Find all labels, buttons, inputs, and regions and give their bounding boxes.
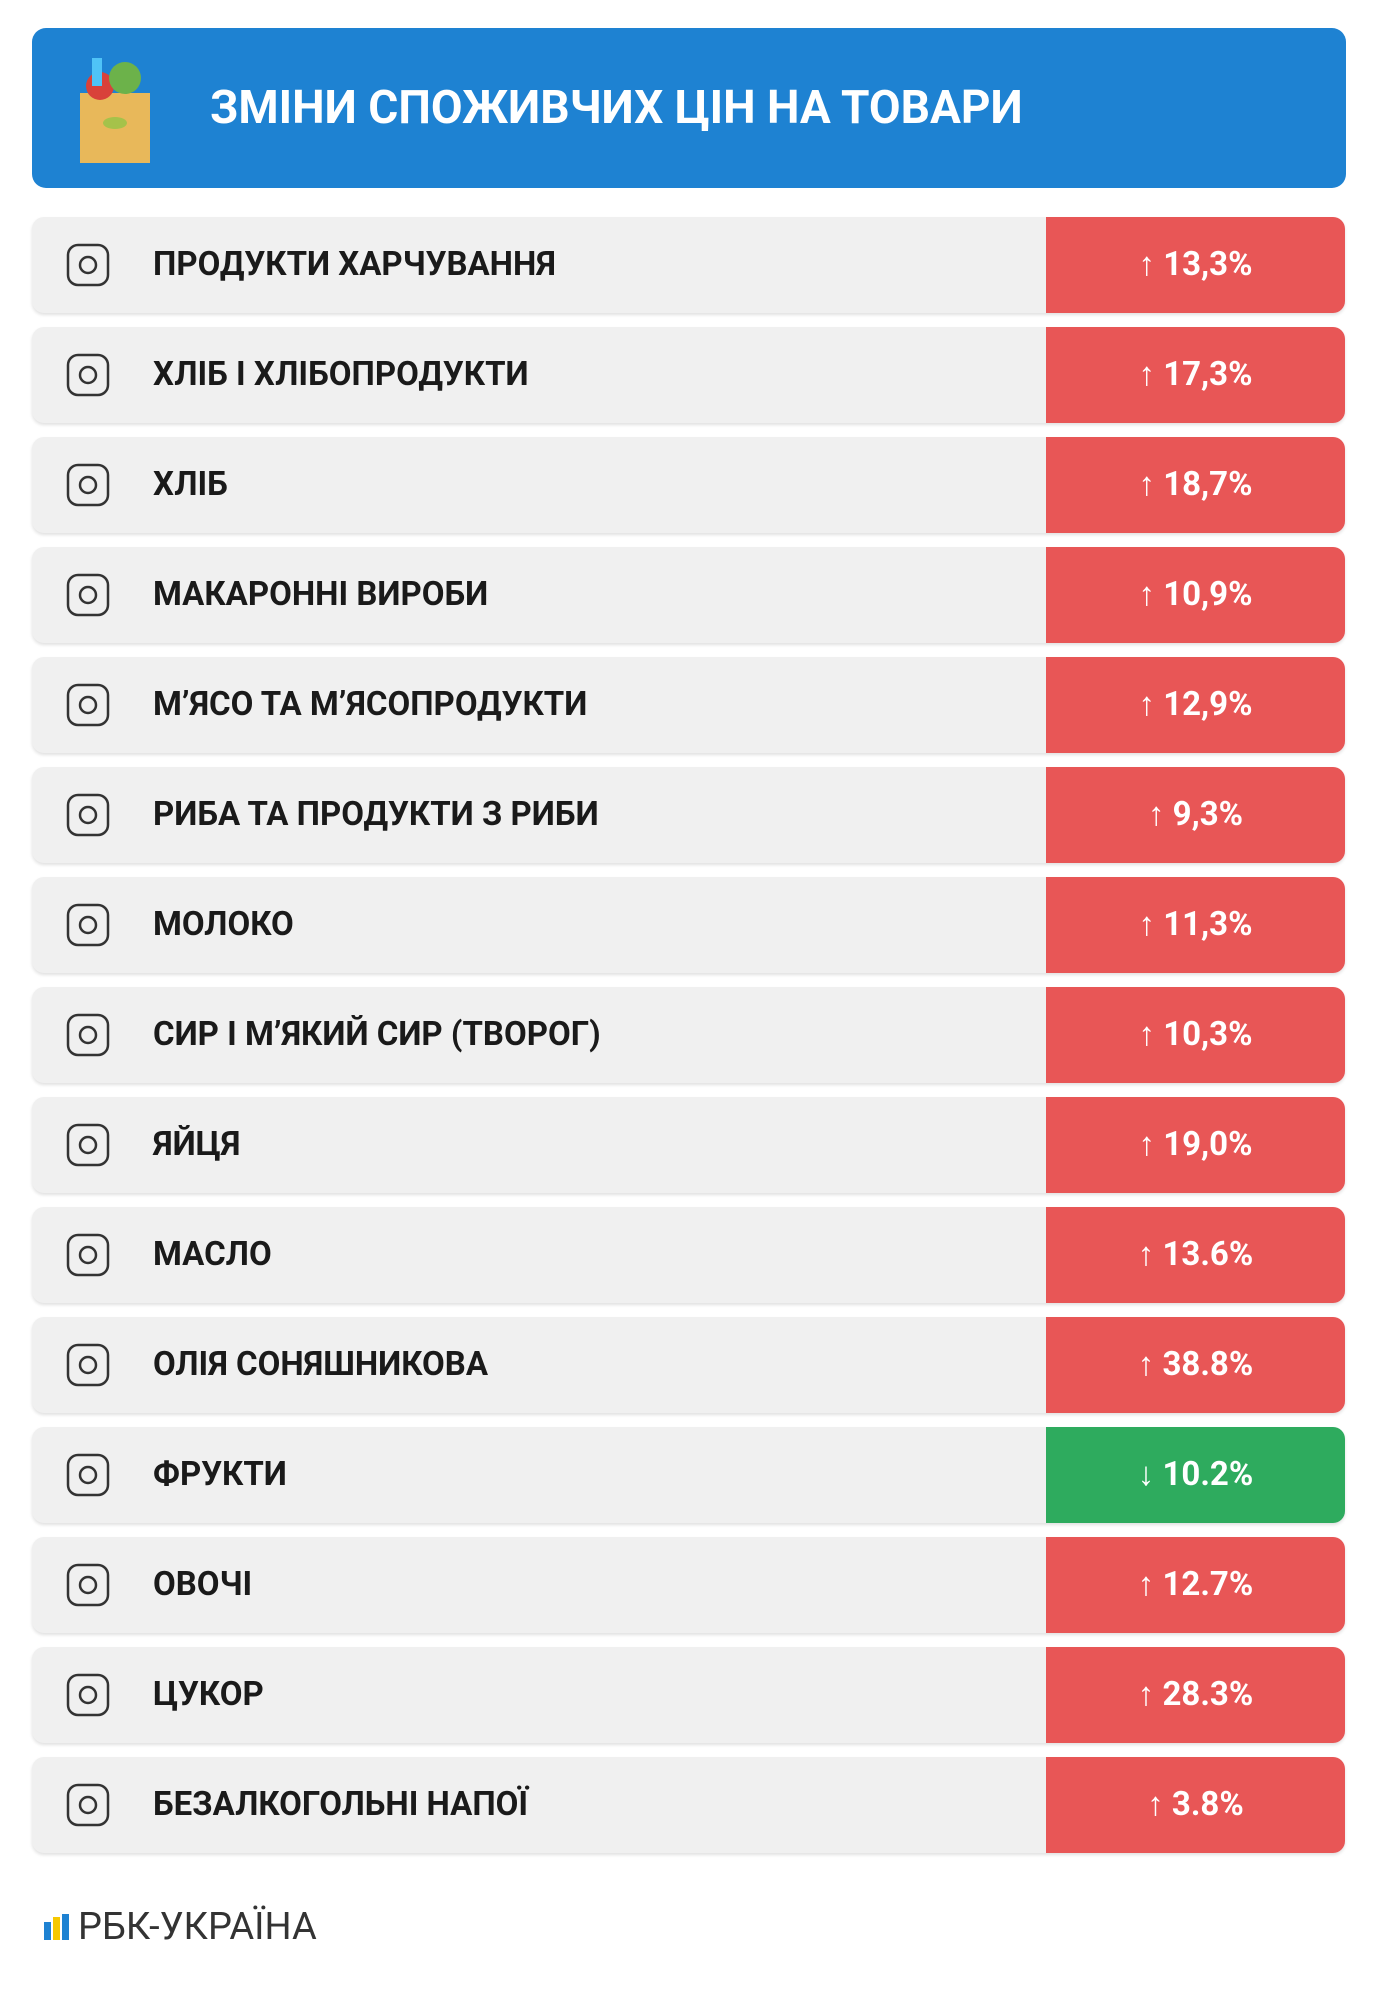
arrow: ↑ [1138,575,1155,614]
row-label: СИР І М’ЯКИЙ СИР (ТВОРОГ) [153,1015,601,1054]
change-cell: ↑ 38.8% [1046,1317,1345,1413]
table-row: МАКАРОННІ ВИРОБИ ↑ 10,9% [32,547,1345,643]
row-icon [66,903,110,947]
row-icon [66,1563,110,1607]
change-value: 38.8% [1162,1345,1254,1384]
row-label: МАКАРОННІ ВИРОБИ [153,575,489,614]
table-row: СИР І М’ЯКИЙ СИР (ТВОРОГ) ↑ 10,3% [32,987,1345,1083]
change-cell: ↓ 10.2% [1046,1427,1345,1523]
row-label: ФРУКТИ [153,1455,287,1494]
row-icon [66,243,110,287]
row-label: ОВОЧІ [153,1565,253,1604]
change-value: 3.8% [1171,1785,1244,1824]
arrow: ↑ [1137,1345,1155,1384]
arrow: ↑ [1137,1675,1155,1714]
row-label: БЕЗАЛКОГОЛЬНІ НАПОЇ [153,1785,529,1824]
row-label: М’ЯСО ТА М’ЯСОПРОДУКТИ [153,685,588,724]
row-icon [66,1233,110,1277]
arrow: ↑ [1137,1235,1155,1274]
change-value: 10,3% [1163,1015,1253,1054]
table-row: ХЛІБ І ХЛІБОПРОДУКТИ ↑ 17,3% [32,327,1345,423]
table-row: ХЛІБ ↑ 18,7% [32,437,1345,533]
arrow: ↑ [1138,355,1155,394]
row-icon [66,793,110,837]
table-row: МОЛОКО ↑ 11,3% [32,877,1345,973]
table-row: ПРОДУКТИ ХАРЧУВАННЯ ↑ 13,3% [32,217,1345,313]
footer: РБК-УКРАЇНА [44,1905,317,1949]
change-cell: ↑ 13.6% [1046,1207,1345,1303]
arrow: ↑ [1147,1785,1164,1824]
row-label: РИБА ТА ПРОДУКТИ З РИБИ [153,795,599,834]
change-cell: ↑ 12,9% [1046,657,1345,753]
table-row: ЦУКОР ↑ 28.3% [32,1647,1345,1743]
row-label: ПРОДУКТИ ХАРЧУВАННЯ [153,245,556,284]
arrow: ↑ [1137,1565,1155,1604]
change-value: 11,3% [1163,905,1253,944]
row-label: ОЛІЯ СОНЯШНИКОВА [153,1345,489,1384]
change-cell: ↑ 9,3% [1046,767,1345,863]
change-cell: ↑ 13,3% [1046,217,1345,313]
header-icon [80,58,150,163]
row-icon [66,1013,110,1057]
change-value: 18,7% [1163,465,1253,504]
arrow: ↑ [1138,1015,1155,1054]
change-cell: ↑ 12.7% [1046,1537,1345,1633]
arrow: ↑ [1138,685,1155,724]
change-value: 13.6% [1162,1235,1254,1274]
row-label: ЦУКОР [153,1675,264,1714]
row-icon [66,1343,110,1387]
change-cell: ↑ 11,3% [1046,877,1345,973]
table-row: ЯЙЦЯ ↑ 19,0% [32,1097,1345,1193]
change-cell: ↑ 19,0% [1046,1097,1345,1193]
brand: РБК-УКРАЇНА [78,1905,317,1949]
change-cell: ↑ 17,3% [1046,327,1345,423]
arrow: ↑ [1138,245,1155,284]
row-icon [66,573,110,617]
change-value: 19,0% [1163,1125,1253,1164]
arrow: ↑ [1147,795,1165,834]
change-value: 10.2% [1162,1455,1254,1494]
change-value: 13,3% [1163,245,1253,284]
arrow: ↓ [1137,1455,1155,1494]
row-label: ХЛІБ [153,465,228,504]
row-label: ЯЙЦЯ [153,1125,241,1164]
row-icon [66,1453,110,1497]
table-row: БЕЗАЛКОГОЛЬНІ НАПОЇ ↑ 3.8% [32,1757,1345,1853]
change-value: 28.3% [1162,1675,1254,1714]
title: ЗМІНИ СПОЖИВЧИХ ЦІН НА ТОВАРИ [210,81,1023,135]
logo [44,1914,69,1940]
row-icon [66,1123,110,1167]
table-row: ОЛІЯ СОНЯШНИКОВА ↑ 38.8% [32,1317,1345,1413]
row-label: МОЛОКО [153,905,294,944]
table-row: ФРУКТИ ↓ 10.2% [32,1427,1345,1523]
change-cell: ↑ 10,3% [1046,987,1345,1083]
row-icon [66,353,110,397]
change-cell: ↑ 10,9% [1046,547,1345,643]
change-value: 17,3% [1163,355,1253,394]
change-value: 9,3% [1172,795,1244,834]
change-cell: ↑ 28.3% [1046,1647,1345,1743]
change-cell: ↑ 3.8% [1046,1757,1345,1853]
row-icon [66,463,110,507]
arrow: ↑ [1138,905,1155,944]
change-value: 10,9% [1163,575,1253,614]
change-cell: ↑ 18,7% [1046,437,1345,533]
table-row: РИБА ТА ПРОДУКТИ З РИБИ ↑ 9,3% [32,767,1345,863]
table-row: ОВОЧІ ↑ 12.7% [32,1537,1345,1633]
header: ЗМІНИ СПОЖИВЧИХ ЦІН НА ТОВАРИ [32,28,1346,188]
row-icon [66,1673,110,1717]
table-row: МАСЛО ↑ 13.6% [32,1207,1345,1303]
row-icon [66,683,110,727]
row-icon [66,1783,110,1827]
arrow: ↑ [1138,465,1155,504]
change-value: 12.7% [1162,1565,1254,1604]
row-label: МАСЛО [153,1235,272,1274]
table-row: М’ЯСО ТА М’ЯСОПРОДУКТИ ↑ 12,9% [32,657,1345,753]
arrow: ↑ [1138,1125,1155,1164]
row-label: ХЛІБ І ХЛІБОПРОДУКТИ [153,355,529,394]
change-value: 12,9% [1163,685,1253,724]
